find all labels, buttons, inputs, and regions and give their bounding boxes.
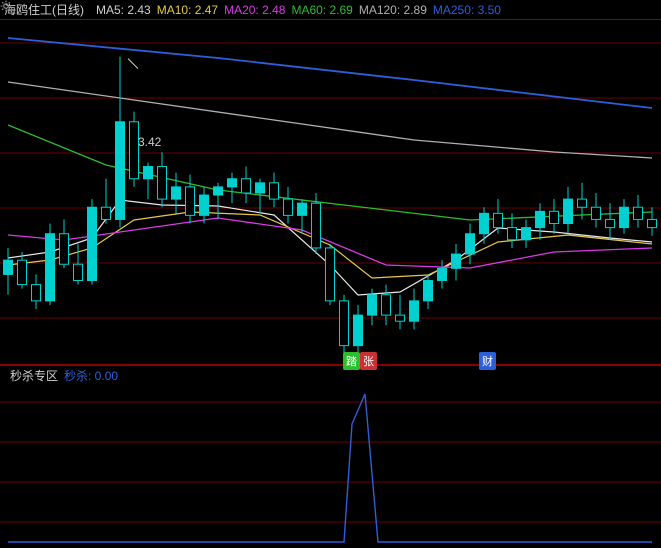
sub-value: 秒杀: 0.00 xyxy=(64,367,118,384)
price-annotation: 3.42 xyxy=(138,135,161,149)
ma120-label: MA120: 2.89 xyxy=(359,3,427,17)
chart-badge: 张 xyxy=(360,352,377,370)
sub-chart-header: 秒杀专区 秒杀: 0.00 xyxy=(0,366,661,384)
ma5-label: MA5: 2.43 xyxy=(96,3,151,17)
ma10-label: MA10: 2.47 xyxy=(157,3,218,17)
indicator-chart[interactable] xyxy=(0,384,661,548)
ma250-label: MA250: 3.50 xyxy=(433,3,501,17)
stock-title: 海鸥住工(日线) xyxy=(4,1,84,18)
ma60-label: MA60: 2.69 xyxy=(291,3,352,17)
chart-badge: 财 xyxy=(479,352,496,370)
stock-chart-container: 海鸥住工(日线) MA5: 2.43 MA10: 2.47 MA20: 2.48… xyxy=(0,0,661,548)
chart-badge: 踏 xyxy=(343,352,360,370)
main-chart-header: 海鸥住工(日线) MA5: 2.43 MA10: 2.47 MA20: 2.48… xyxy=(0,0,661,20)
ma20-label: MA20: 2.48 xyxy=(224,3,285,17)
sub-title: 秒杀专区 xyxy=(10,367,58,384)
candlestick-chart[interactable]: 3.42 踏张财 xyxy=(0,20,661,366)
